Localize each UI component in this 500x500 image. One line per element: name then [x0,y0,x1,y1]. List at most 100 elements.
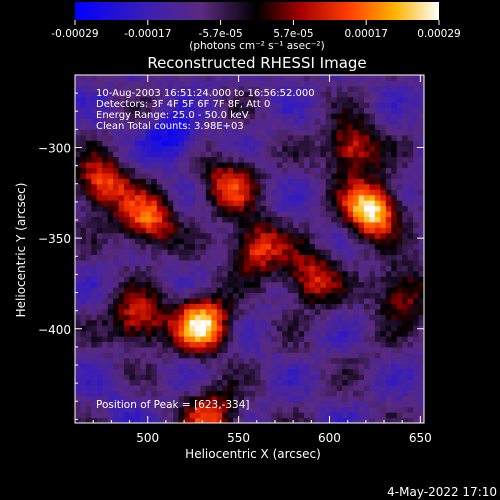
image-pixel [331,123,338,130]
image-pixel [402,417,409,423]
image-pixel [129,145,136,152]
image-pixel [113,303,120,310]
image-pixel [298,243,305,250]
image-pixel [118,75,125,82]
image-pixel [244,178,251,185]
image-pixel [276,341,283,348]
image-pixel [96,210,103,217]
image-pixel [320,417,327,423]
image-pixel [244,238,251,245]
image-pixel [145,200,152,207]
image-pixel [118,172,125,179]
image-pixel [396,276,403,283]
image-pixel [298,75,305,82]
image-pixel [336,238,343,245]
image-pixel [385,374,392,381]
image-pixel [178,281,185,288]
image-pixel [287,297,294,304]
image-pixel [91,325,98,332]
image-pixel [260,281,267,288]
image-pixel [184,238,191,245]
image-pixel [369,156,376,163]
image-pixel [118,102,125,109]
image-pixel [124,156,131,163]
image-pixel [320,232,327,239]
image-pixel [418,292,424,299]
image-pixel [287,287,294,294]
image-pixel [271,129,278,136]
image-pixel [75,287,82,294]
image-pixel [380,156,387,163]
image-pixel [145,276,152,283]
image-pixel [222,189,229,196]
image-pixel [353,287,360,294]
image-pixel [342,281,349,288]
image-pixel [380,238,387,245]
image-pixel [287,243,294,250]
image-pixel [396,270,403,277]
image-pixel [151,216,158,223]
image-pixel [216,118,223,125]
image-pixel [85,227,92,234]
image-pixel [353,259,360,266]
image-pixel [260,134,267,141]
image-pixel [325,325,332,332]
image-pixel [369,162,376,169]
image-pixel [173,210,180,217]
image-pixel [194,363,202,370]
image-pixel [194,75,202,82]
image-pixel [396,189,403,196]
image-pixel [222,183,229,190]
image-pixel [129,357,136,364]
image-pixel [385,151,392,158]
image-pixel [140,200,147,207]
image-pixel [102,319,109,326]
image-pixel [374,221,381,228]
image-pixel [358,270,365,277]
image-pixel [374,401,381,408]
image-pixel [102,276,109,283]
image-pixel [369,75,376,82]
image-pixel [271,276,278,283]
image-pixel [380,281,387,288]
image-pixel [287,352,294,359]
image-pixel [200,200,207,207]
image-pixel [287,341,294,348]
image-pixel [178,162,185,169]
image-pixel [385,178,392,185]
image-pixel [249,270,256,277]
image-pixel [336,319,343,326]
image-pixel [336,297,343,304]
image-pixel [80,113,87,120]
image-pixel [205,145,212,152]
image-pixel [238,189,245,196]
image-pixel [173,314,180,321]
image-pixel [211,85,218,92]
image-pixel [189,325,196,332]
image-pixel [396,162,403,169]
image-pixel [156,85,163,92]
image-pixel [287,140,294,147]
image-pixel [134,276,142,283]
image-pixel [325,238,332,245]
image-pixel [413,183,420,190]
image-pixel [233,412,240,419]
image-pixel [336,113,343,120]
image-pixel [293,390,300,397]
image-pixel [336,412,343,419]
image-pixel [216,227,223,234]
image-pixel [391,374,398,381]
image-pixel [298,189,305,196]
image-pixel [102,75,109,82]
image-pixel [358,156,365,163]
image-pixel [200,96,207,103]
x-tick-label: 500 [136,431,159,445]
image-pixel [402,292,409,299]
image-pixel [347,412,354,419]
image-pixel [145,167,152,174]
image-pixel [374,162,381,169]
image-pixel [265,412,272,419]
image-pixel [238,259,245,266]
image-pixel [184,341,191,348]
image-pixel [320,292,327,299]
